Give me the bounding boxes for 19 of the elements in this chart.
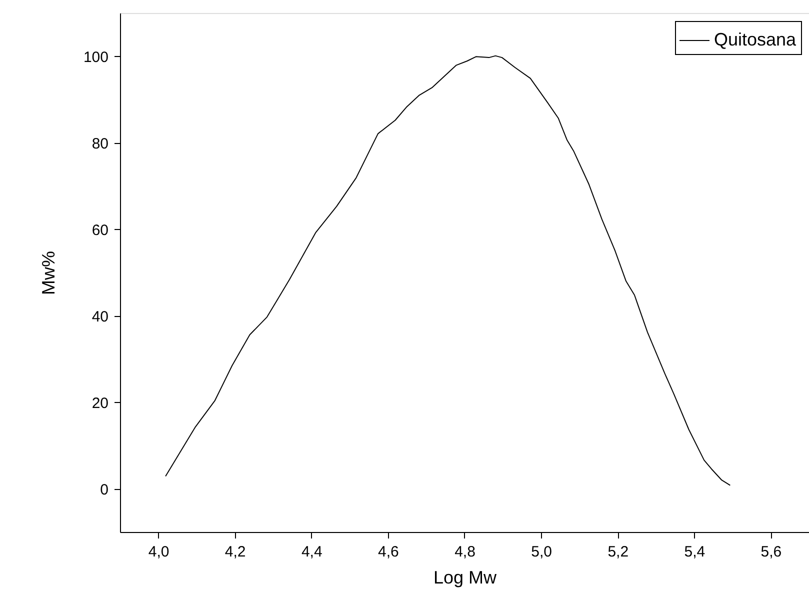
x-tick-label: 4,2 [224, 544, 246, 560]
x-tick-label: 4,4 [301, 544, 322, 560]
y-tick-label: 80 [92, 135, 108, 152]
y-tick-label: 100 [83, 48, 108, 66]
y-axis-title: Mw% [38, 251, 58, 295]
x-tick-label: 5,2 [608, 544, 629, 560]
x-tick-label: 5,6 [760, 544, 782, 560]
x-axis-title: Log Mw [433, 568, 498, 588]
x-tick-label: 5,0 [531, 544, 552, 560]
x-tick-label: 5,4 [684, 544, 706, 560]
legend-label: Quitosana [714, 30, 798, 50]
x-tick-label: 4,0 [148, 544, 170, 560]
x-tick-label: 4,8 [454, 544, 476, 560]
y-tick-label: 0 [100, 481, 108, 498]
line-series [165, 55, 731, 486]
x-tick-label: 4,6 [378, 544, 399, 560]
y-tick-label: 40 [92, 308, 108, 326]
y-tick-label: 20 [92, 394, 108, 412]
y-tick-label: 60 [92, 222, 108, 239]
